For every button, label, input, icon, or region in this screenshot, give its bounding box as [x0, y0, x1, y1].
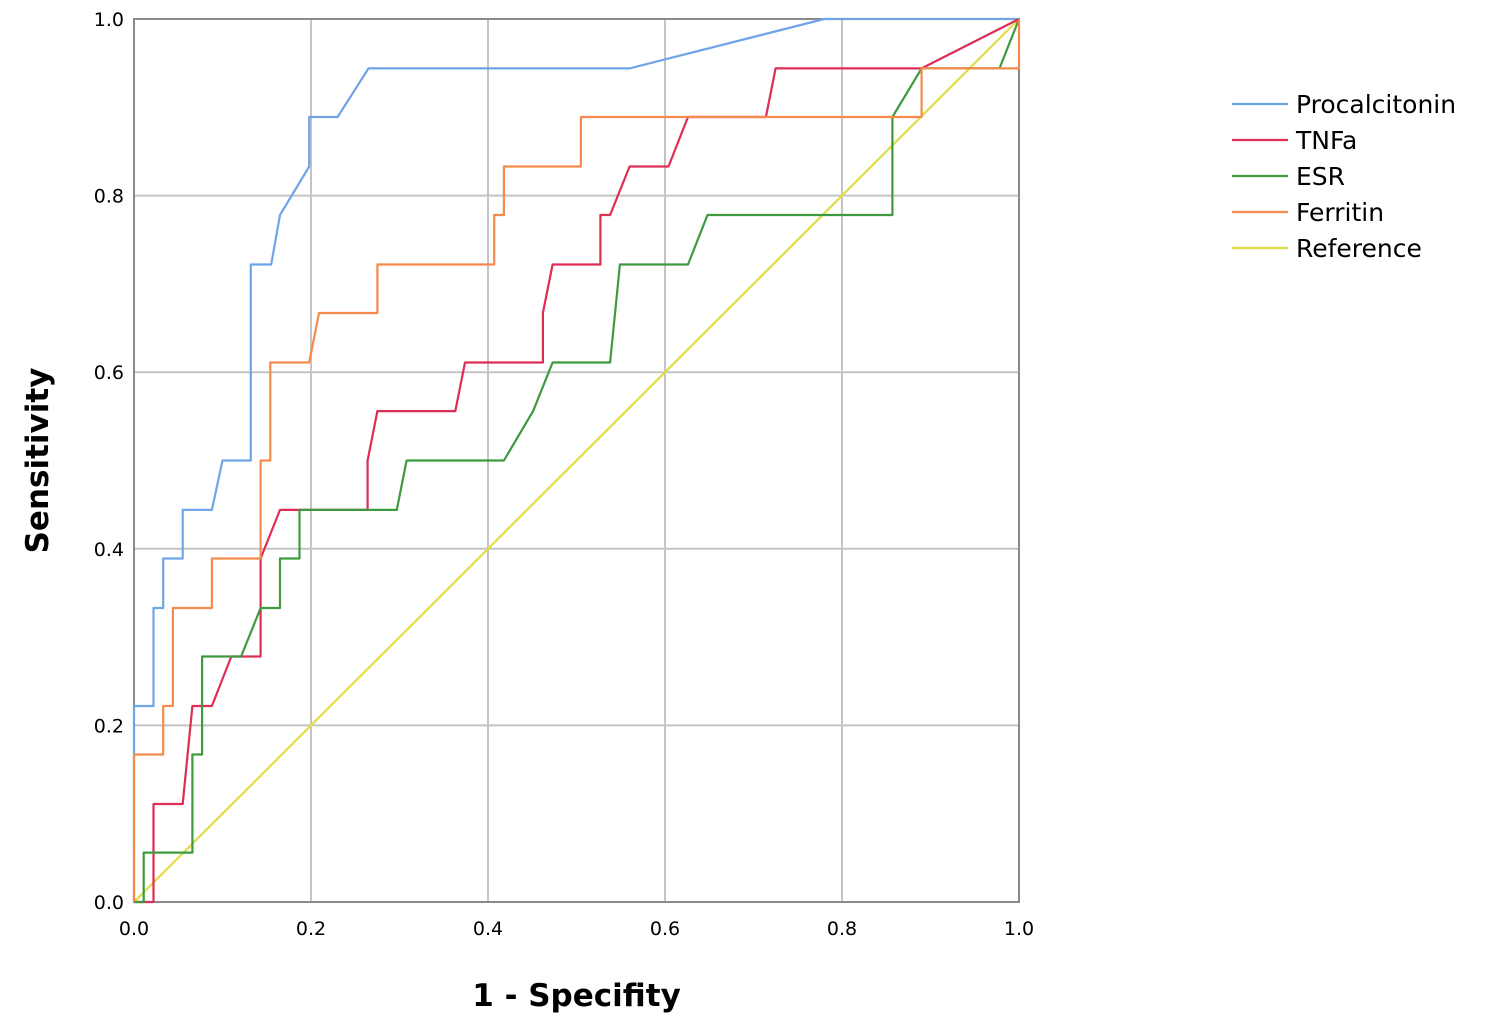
- x-tick-label: 0.0: [119, 918, 149, 940]
- tick-labels: 0.0 0.2 0.4 0.6 0.8 1.0 0.0 0.2 0.4 0.6 0.8 1.0: [94, 9, 1034, 940]
- y-tick-label: 0.4: [94, 539, 124, 561]
- x-tick-label: 0.2: [296, 918, 326, 940]
- y-tick-label: 0.2: [94, 715, 124, 737]
- y-tick-label: 1.0: [94, 9, 124, 31]
- legend-label-reference: Reference: [1296, 234, 1422, 263]
- legend: Procalcitonin TNFa ESR Ferritin Reference: [1232, 90, 1456, 263]
- series-line-procalcitonin: [132, 17, 1019, 902]
- x-tick-label: 0.8: [827, 918, 857, 940]
- series-line-ferritin: [132, 19, 1021, 902]
- series-lines: [132, 17, 1021, 904]
- series-line-tnfa: [134, 18, 1020, 904]
- legend-label-ferritin: Ferritin: [1296, 198, 1384, 227]
- series-line-esr: [134, 18, 1021, 904]
- x-tick-label: 0.6: [650, 918, 680, 940]
- y-tick-label: 0.8: [94, 186, 124, 208]
- y-axis-title: Sensitivity: [20, 368, 56, 554]
- legend-label-tnfa: TNFa: [1295, 126, 1357, 155]
- x-axis-title: 1 - Specifity: [472, 978, 681, 1014]
- legend-label-esr: ESR: [1296, 162, 1345, 191]
- legend-label-procalcitonin: Procalcitonin: [1296, 90, 1456, 119]
- y-tick-label: 0.6: [94, 362, 124, 384]
- y-tick-label: 0.0: [94, 892, 124, 914]
- x-tick-label: 1.0: [1004, 918, 1034, 940]
- series-line-reference: [133, 18, 1020, 903]
- x-tick-label: 0.4: [473, 918, 503, 940]
- plot-frame: [133, 18, 1020, 903]
